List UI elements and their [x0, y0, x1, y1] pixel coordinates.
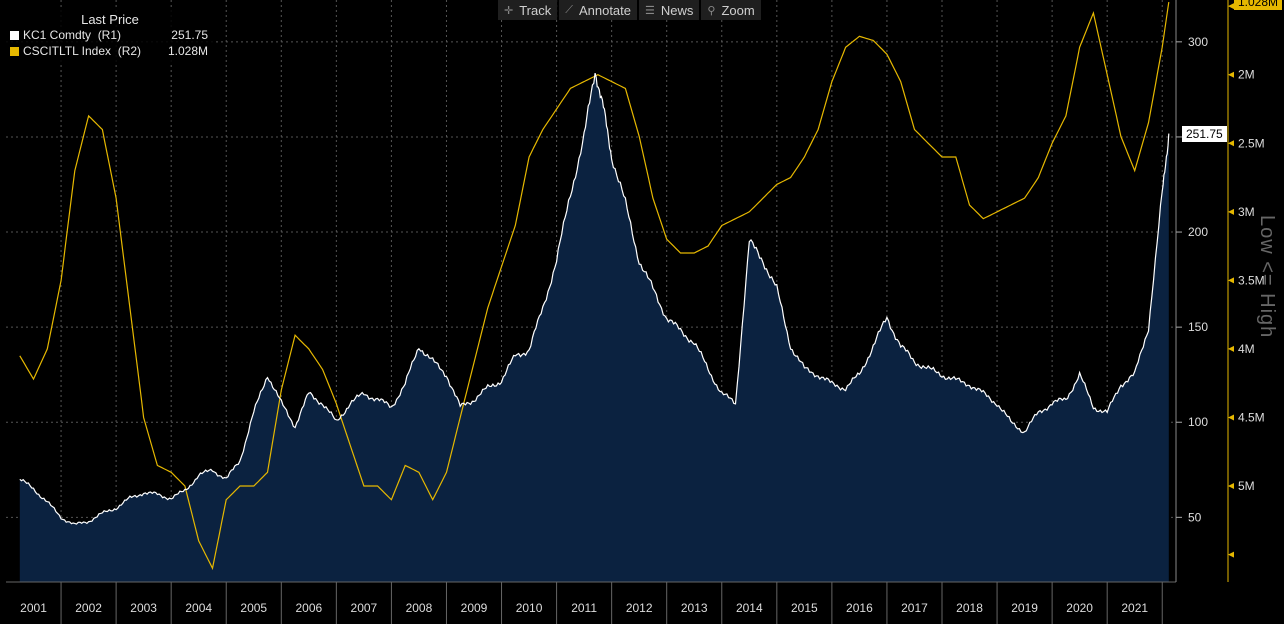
pencil-icon: ⟋	[565, 3, 573, 16]
track-label: Track	[519, 2, 552, 18]
track-button[interactable]: ✛ Track	[498, 0, 558, 20]
legend-series1-name: KC1 Comdty (R1)	[23, 28, 122, 42]
kc1-last-value-tag: 251.75	[1182, 125, 1227, 142]
x-tick-label: 2004	[185, 601, 212, 615]
x-tick-label: 2018	[956, 601, 983, 615]
x-tick-label: 2012	[626, 601, 653, 615]
legend-header: Last Price	[81, 12, 139, 27]
kc1-area-fill	[19, 73, 1169, 582]
r2-tick	[1228, 208, 1234, 215]
r2-tick	[1228, 3, 1234, 10]
r2-tick	[1228, 140, 1234, 147]
right-axis-title: Low <= High	[1256, 215, 1278, 339]
legend-series2-name: CSCITLTL Index (R2)	[23, 44, 142, 58]
r2-tick	[1228, 414, 1234, 421]
r2-tick-label: 5M	[1238, 479, 1255, 493]
legend: Last Price KC1 Comdty (R1) 251.75 CSCITL…	[6, 10, 214, 64]
r1-tick-label: 300	[1188, 35, 1208, 49]
x-tick-label: 2014	[736, 601, 763, 615]
news-button[interactable]: ☰ News	[639, 0, 700, 20]
annotate-button[interactable]: ⟋ Annotate	[559, 0, 637, 20]
crosshair-icon: ✛	[504, 4, 514, 17]
x-tick-label: 2009	[461, 601, 488, 615]
x-tick-label: 2016	[846, 601, 873, 615]
zoom-button[interactable]: ⚲ Zoom	[701, 0, 761, 20]
chart-toolbar: ✛ Track ⟋ Annotate ☰ News ⚲ Zoom	[498, 0, 763, 20]
r2-tick-label: 3M	[1238, 205, 1255, 219]
news-label: News	[660, 2, 694, 18]
legend-series1-value: 251.75	[171, 28, 208, 42]
x-tick-label: 2007	[351, 601, 378, 615]
r2-tick-label: 3.5M	[1238, 273, 1265, 287]
magnifier-icon: ⚲	[707, 4, 716, 17]
r2-tick	[1228, 483, 1234, 490]
cscitltl-line	[19, 2, 1170, 571]
r2-tick-label: 2M	[1238, 68, 1255, 82]
x-tick-label: 2021	[1121, 601, 1148, 615]
x-tick-label: 2003	[130, 601, 157, 615]
r1-tick-label: 100	[1188, 415, 1208, 429]
x-tick-label: 2005	[240, 601, 267, 615]
legend-row-kc1: KC1 Comdty (R1) 251.75	[6, 27, 214, 43]
zoom-label: Zoom	[721, 2, 755, 18]
legend-row-cscitltl: CSCITLTL Index (R2) 1.028M	[6, 43, 214, 59]
r2-tick	[1228, 345, 1234, 352]
x-tick-label: 2015	[791, 601, 818, 615]
r2-tick	[1228, 71, 1234, 78]
kc1-line	[19, 72, 1170, 525]
news-icon: ☰	[645, 4, 655, 17]
x-tick-label: 2011	[571, 601, 597, 615]
cscitltl-last-value-tag: 1.028M	[1234, 0, 1283, 11]
legend-swatch-yellow	[10, 46, 19, 56]
x-tick-label: 2001	[20, 601, 47, 615]
x-axis: 2001 2002 2003 2004 2005 2006 2007 2008 2009 2010…	[6, 581, 1176, 624]
r1-tick-label: 200	[1188, 225, 1208, 239]
r2-tick	[1228, 551, 1234, 558]
r1-axis: 50 100 150 200 300	[1175, 0, 1208, 582]
x-tick-label: 2017	[901, 601, 928, 615]
legend-swatch-white	[10, 30, 19, 40]
x-tick-label: 2002	[75, 601, 102, 615]
r2-tick	[1228, 277, 1234, 284]
x-tick-label: 2013	[681, 601, 708, 615]
legend-series2-value: 1.028M	[167, 44, 208, 58]
annotate-label: Annotate	[578, 2, 631, 18]
r1-tick-label: 50	[1188, 510, 1202, 524]
x-tick-label: 2006	[295, 601, 322, 615]
r2-tick-label: 2.5M	[1238, 136, 1265, 150]
r2-tick-label: 4.5M	[1238, 410, 1265, 424]
x-tick-label: 2010	[516, 601, 543, 615]
x-tick-label: 2008	[406, 601, 433, 615]
x-tick-label: 2019	[1011, 601, 1038, 615]
r1-tick-label: 150	[1188, 320, 1208, 334]
x-tick-label: 2020	[1066, 601, 1093, 615]
r2-tick-label: 4M	[1238, 342, 1255, 356]
